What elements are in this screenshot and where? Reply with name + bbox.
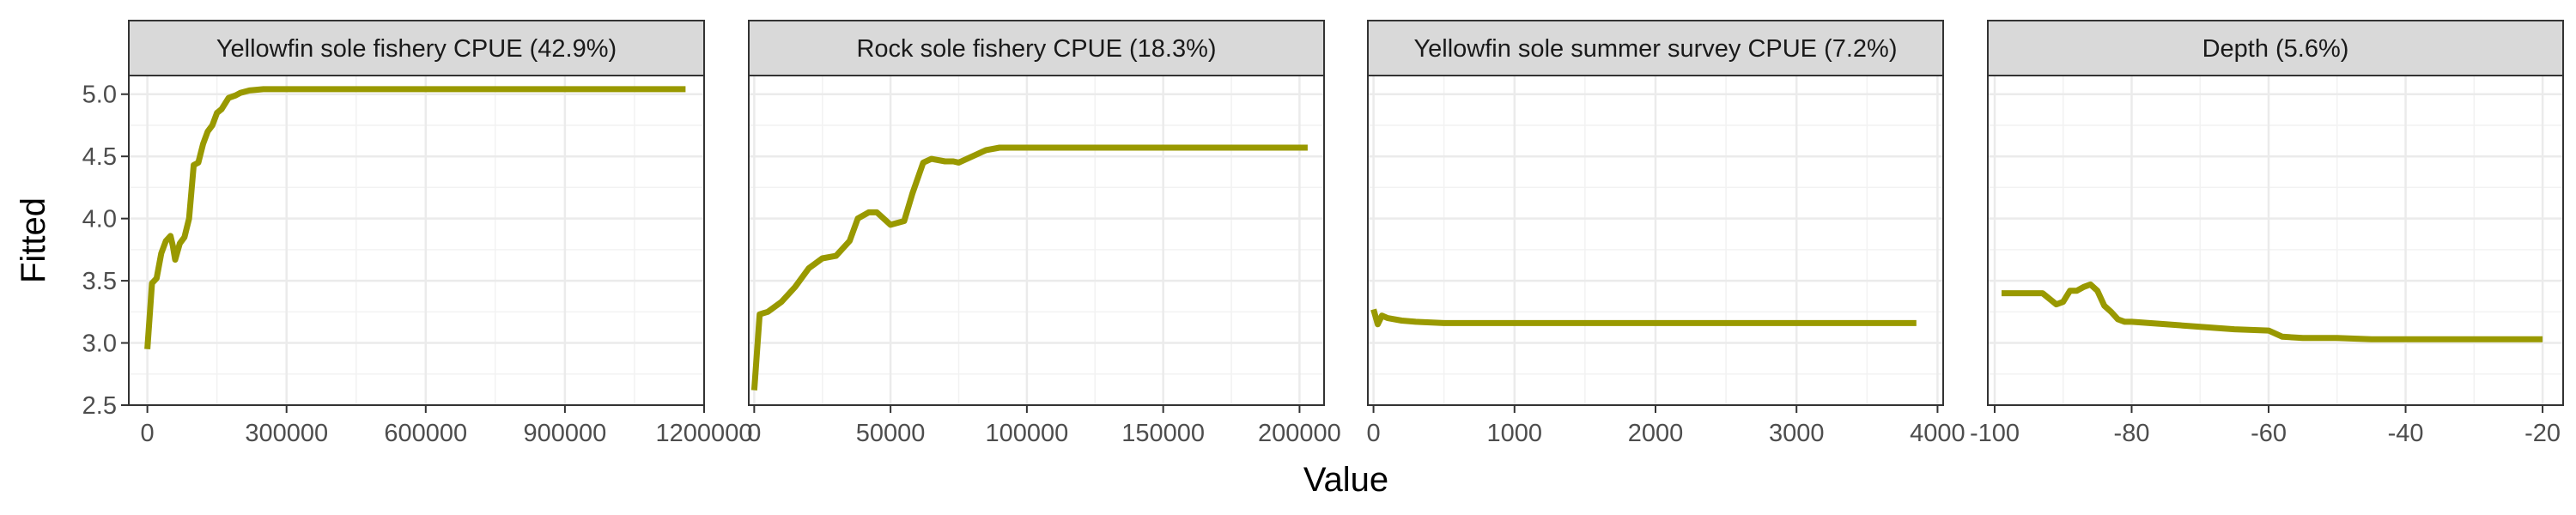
x-tick-label: -80 (2114, 420, 2150, 447)
x-tick-label: 50000 (856, 420, 926, 447)
y-tick-label: 4.5 (82, 143, 117, 171)
panel-2: Rock sole fishery CPUE (18.3%) 0 50000 1000… (747, 20, 1341, 447)
panel-4: Depth (5.6%) -100 -80 -60 -40 -20 (1970, 20, 2564, 447)
x-tick-label: -60 (2251, 420, 2287, 447)
x-tick-label: 150000 (1121, 420, 1205, 447)
panel-strip (1987, 20, 2564, 76)
y-axis: 2.5 3.0 3.5 4.0 4.5 5.0 (82, 82, 129, 420)
x-tick-label: -40 (2388, 420, 2424, 447)
series-line (750, 144, 1308, 391)
x-tick-label: 900000 (524, 420, 607, 447)
chart-panels: Yellowfin sole fishery CPUE (42.9%) 0 3000… (128, 20, 2564, 447)
panel-border (748, 75, 1325, 406)
x-tick-label: -100 (1970, 420, 2020, 447)
x-tick-label: -20 (2524, 420, 2561, 447)
x-axis-title: Value (1303, 461, 1388, 499)
x-tick-label: 4000 (1910, 420, 1965, 447)
x-tick-label: 300000 (245, 420, 328, 447)
series-line (2002, 281, 2543, 342)
x-tick-label: 0 (141, 420, 155, 447)
y-tick-label: 2.5 (82, 392, 117, 420)
series-line (1370, 308, 1917, 328)
plot-area (129, 76, 704, 405)
panel-title: Depth (5.6%) (2202, 35, 2349, 63)
y-tick-label: 4.0 (82, 206, 117, 233)
x-tick-label: 600000 (384, 420, 467, 447)
x-tick-label: 100000 (985, 420, 1068, 447)
x-tick-label: 1000 (1487, 420, 1543, 447)
series-line (144, 86, 686, 350)
panel-3: Yellowfin sole summer survey CPUE (7.2%)… (1366, 20, 1965, 447)
panel-1: Yellowfin sole fishery CPUE (42.9%) 0 3000… (128, 20, 753, 447)
panel-strip (128, 20, 705, 76)
panel-strip (1367, 20, 1944, 76)
y-axis-title: Fitted (15, 197, 52, 283)
y-tick-label: 3.5 (82, 268, 117, 295)
panel-border (128, 75, 705, 406)
y-tick-label: 3.0 (82, 330, 117, 358)
x-tick-label: 0 (1366, 420, 1380, 447)
panel-title: Rock sole fishery CPUE (18.3%) (856, 35, 1216, 63)
panel-border (1987, 75, 2564, 406)
x-tick-label: 1200000 (656, 420, 753, 447)
x-tick-label: 2000 (1628, 420, 1684, 447)
panel-title: Yellowfin sole summer survey CPUE (7.2%) (1413, 35, 1897, 63)
panel-title: Yellowfin sole fishery CPUE (42.9%) (216, 35, 617, 63)
x-tick-label: 200000 (1258, 420, 1341, 447)
plot-area (1988, 76, 2563, 405)
y-tick-label: 5.0 (82, 82, 117, 109)
plot-area (749, 76, 1324, 405)
x-tick-label: 3000 (1769, 420, 1825, 447)
x-tick-label: 0 (747, 420, 761, 447)
